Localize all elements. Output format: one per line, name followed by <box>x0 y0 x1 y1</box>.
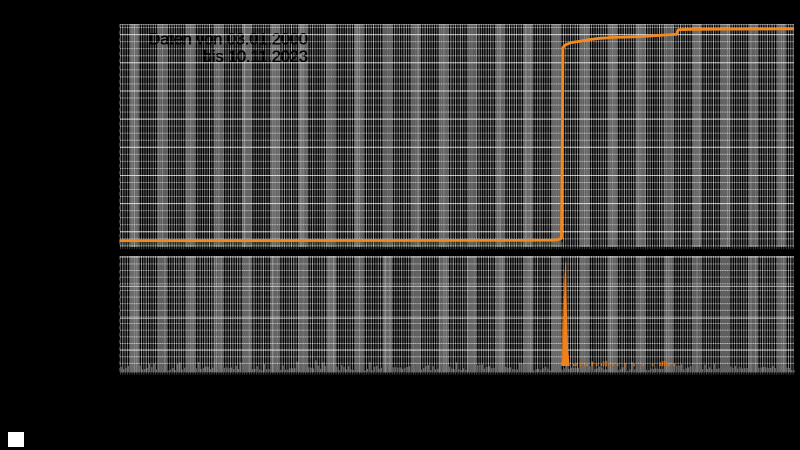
svg-text:Daten von 03.01.2000: Daten von 03.01.2000 <box>149 31 308 49</box>
svg-text:bis 10.11.2023: bis 10.11.2023 <box>203 48 308 66</box>
svg-text:bis 10.11.2023: bis 10.11.2023 <box>202 48 307 66</box>
